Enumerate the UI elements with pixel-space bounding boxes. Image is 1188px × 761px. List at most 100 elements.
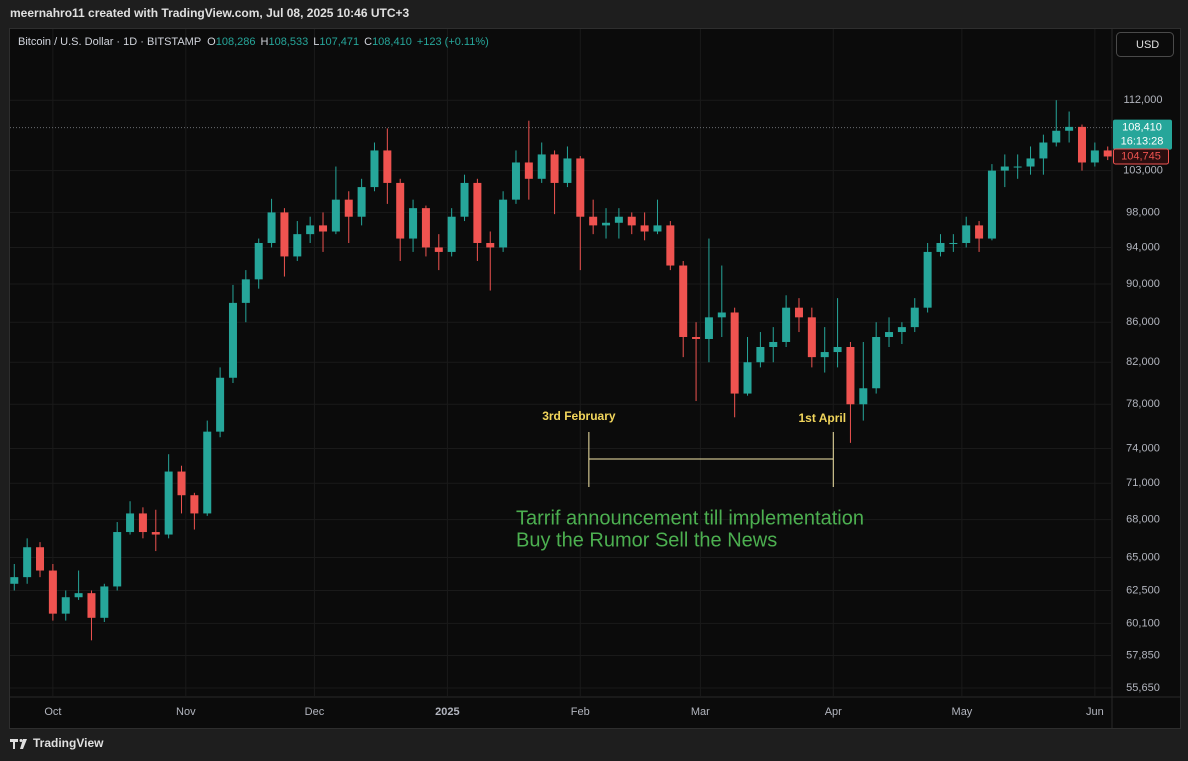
candle-body (306, 225, 315, 235)
candle-body (216, 377, 225, 432)
price-label: 104,745 (1121, 150, 1161, 162)
x-tick-label: 2025 (435, 706, 459, 718)
header-title: meernahro11 created with TradingView.com… (10, 6, 410, 20)
tradingview-logo (10, 739, 27, 749)
candle-body (1039, 142, 1048, 159)
y-tick-label: 71,000 (1126, 477, 1160, 489)
candle-body (421, 208, 430, 248)
candle-body (36, 547, 45, 571)
candle-body (113, 532, 122, 587)
symbol-legend: Bitcoin / U.S. Dollar · 1D · BITSTAMP O10… (18, 36, 489, 48)
price-label-box (1113, 148, 1169, 165)
range-end-label: 1st April (798, 411, 846, 425)
candle-body (602, 222, 611, 226)
candle-body (23, 547, 32, 578)
footer-brand: TradingView (33, 736, 104, 750)
candle-body (486, 242, 495, 248)
candle-body (177, 471, 186, 496)
y-tick-label: 90,000 (1126, 278, 1160, 290)
y-tick-label: 82,000 (1126, 356, 1160, 368)
candle-body (692, 336, 701, 339)
candle-body (1065, 126, 1074, 131)
candle-body (846, 347, 855, 405)
candle-body (434, 247, 443, 252)
y-tick-label: 86,000 (1126, 316, 1160, 328)
logo-icon (10, 739, 18, 749)
y-tick-label: 55,650 (1126, 682, 1160, 694)
candle-body (473, 182, 482, 243)
candle-body (1090, 150, 1099, 163)
ohlc-value: 108,410 (372, 36, 412, 48)
candle-body (87, 593, 96, 618)
y-tick-label: 62,500 (1126, 584, 1160, 596)
candle-body (267, 212, 276, 243)
currency-button[interactable] (1116, 32, 1174, 57)
candle-body (743, 362, 752, 394)
candle-body (704, 317, 713, 339)
candle-body (782, 307, 791, 342)
ohlc-key: L (313, 36, 319, 48)
candle-body (679, 265, 688, 337)
candle-body (164, 471, 173, 535)
candle-body (228, 302, 237, 378)
candle-body (614, 216, 623, 223)
grid (10, 29, 1112, 697)
candle-body (640, 225, 649, 232)
candle-body (48, 570, 57, 614)
candle-body (126, 513, 135, 533)
candle-body (74, 593, 83, 598)
candle-body (589, 216, 598, 226)
candle-body (923, 251, 932, 308)
x-tick-label: Apr (825, 706, 842, 718)
candle-body (962, 225, 971, 243)
candle-body (280, 212, 289, 257)
candle-body (511, 162, 520, 200)
range-start-label: 3rd February (542, 409, 616, 423)
candle-body (975, 225, 984, 239)
candle-body (254, 242, 263, 280)
candle-body (396, 182, 405, 239)
x-tick-label: Dec (305, 706, 325, 718)
y-tick-label: 60,100 (1126, 617, 1160, 629)
candle-body (331, 199, 340, 232)
candle-body (357, 187, 366, 217)
candle-body (666, 225, 675, 266)
candle-body (1103, 150, 1112, 157)
plot-area: 3rd February 1st April Tarrif announcement… (10, 100, 1112, 641)
candle-body (138, 513, 147, 533)
candle-body (409, 208, 418, 239)
currency-label[interactable]: USD (1136, 39, 1159, 51)
candle-body (241, 279, 250, 303)
candle-body (756, 347, 765, 363)
note: Buy the Rumor Sell the News (516, 529, 777, 551)
candle-body (550, 154, 559, 183)
candle-body (794, 307, 803, 318)
candle-body (100, 586, 109, 618)
y-tick-label: 112,000 (1124, 94, 1163, 106)
price-label-box (1113, 119, 1172, 150)
countdown: 16:13:28 (1121, 135, 1164, 147)
y-tick-label: 65,000 (1126, 551, 1160, 563)
candle-body (897, 327, 906, 333)
axes: 112,000 103,000 98,000 94,000 90,000 86,000 82… (44, 94, 1172, 718)
candle-body (460, 182, 469, 217)
candle-body (576, 158, 585, 217)
candle-body (769, 341, 778, 348)
change: +123 (+0.11%) (417, 36, 489, 48)
candle-body (627, 216, 636, 226)
candle-body (949, 242, 958, 244)
ohlc-value: 108,533 (268, 36, 308, 48)
ohlc-value: 107,471 (319, 36, 359, 48)
candle-body (61, 597, 70, 614)
y-tick-label: 68,000 (1126, 513, 1160, 525)
candle-body (203, 431, 212, 514)
candle-body (730, 312, 739, 394)
candle-body (293, 234, 302, 257)
candle-body (807, 317, 816, 358)
candle-body (151, 532, 160, 535)
y-tick-label: 103,000 (1123, 165, 1163, 177)
candle-body (499, 199, 508, 248)
ohlc-key: H (261, 36, 269, 48)
candle-body (833, 347, 842, 353)
